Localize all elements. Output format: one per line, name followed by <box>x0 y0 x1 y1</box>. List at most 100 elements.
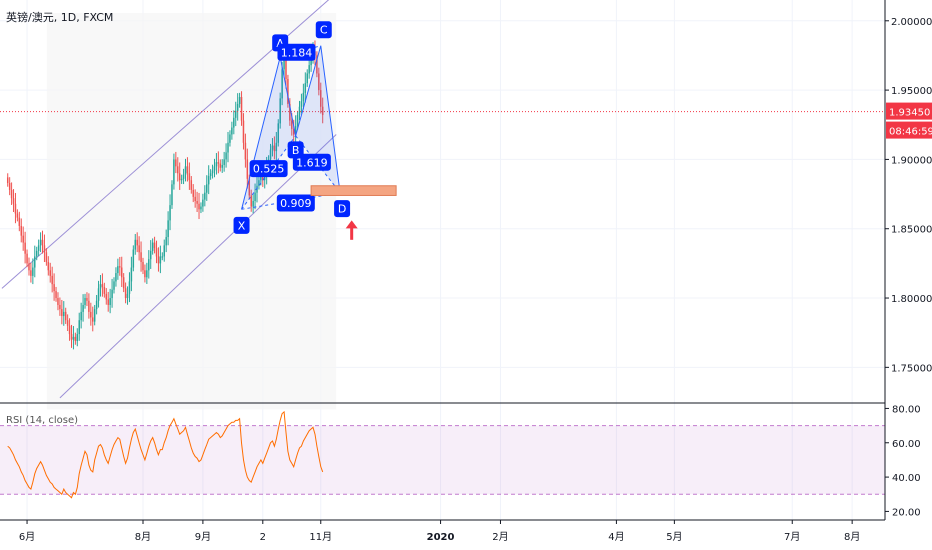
time-tick-label: 7月 <box>784 531 800 543</box>
candle-body <box>196 201 198 204</box>
candle-body <box>26 253 28 264</box>
candle-body <box>47 261 50 271</box>
ratio-xb-label-bg <box>249 160 288 178</box>
rsi-line[interactable] <box>7 410 324 499</box>
symbol-legend[interactable]: 英镑/澳元, 1D, FXCM <box>6 9 113 25</box>
candle-body <box>144 270 146 278</box>
price-tick-label: 2.00000 <box>891 17 932 28</box>
rsi-tick-label: 80.00 <box>892 404 921 415</box>
candle-body <box>138 245 140 253</box>
candle-body <box>304 83 307 93</box>
candle-body <box>318 73 320 91</box>
current-price-label: 1.93450 <box>889 108 930 119</box>
pattern-point-c[interactable]: C <box>315 21 332 39</box>
candle-body <box>132 249 135 268</box>
pattern-point-x[interactable]: X <box>233 216 250 234</box>
candle-body <box>227 142 229 153</box>
candle-body <box>275 142 278 152</box>
candle-body <box>82 304 84 312</box>
harmonic-pattern[interactable]: X A B C D 0.525 1.184 1.619 0.909 <box>233 21 351 234</box>
candles <box>6 40 324 350</box>
candle-body <box>283 56 285 70</box>
candle-body <box>262 176 264 181</box>
channel-lower-line[interactable] <box>59 134 337 399</box>
candle-body <box>140 252 142 262</box>
pattern-point-d[interactable]: D <box>334 200 351 218</box>
ratio-bd-label[interactable]: 1.619 <box>292 153 331 171</box>
candle-body <box>113 281 115 290</box>
rsi-band-fill <box>0 425 885 495</box>
candle-body <box>20 225 23 236</box>
candle-body <box>22 235 24 243</box>
candle-body <box>119 266 121 268</box>
candle-body <box>59 304 61 310</box>
candle-body <box>92 317 94 322</box>
candle-body <box>163 245 165 257</box>
rsi-tick-label: 20.00 <box>892 507 921 518</box>
candle-body <box>120 267 123 278</box>
candle-body <box>41 239 44 246</box>
candle-body <box>287 79 289 104</box>
candle-body <box>70 334 73 340</box>
target-zone-box[interactable] <box>310 185 397 196</box>
candle-body <box>194 196 196 201</box>
candle-body <box>63 311 65 317</box>
candle-body <box>321 106 324 116</box>
candle-body <box>161 256 164 258</box>
candle-body <box>254 192 256 201</box>
candle-body <box>246 159 249 179</box>
rsi-legend[interactable]: RSI (14, close) <box>6 415 78 426</box>
candle-body <box>39 239 42 246</box>
candle-body <box>16 213 19 218</box>
ratio-xd-label[interactable]: 0.909 <box>276 194 315 212</box>
candle-body <box>231 127 233 135</box>
candle-body <box>169 205 171 221</box>
candle-body <box>107 299 109 305</box>
ratio-ac-label[interactable]: 1.184 <box>277 43 316 61</box>
candle-body <box>157 256 160 264</box>
candle-body <box>256 185 258 193</box>
pattern-point-d-bg <box>334 200 351 218</box>
candle-body <box>130 267 133 282</box>
candle-body <box>308 65 310 74</box>
candle-body <box>269 149 272 160</box>
candle-body <box>103 286 106 294</box>
candle-body <box>320 90 322 107</box>
candle-body <box>225 152 227 160</box>
candle-body <box>55 291 57 299</box>
candle-body <box>74 336 77 342</box>
candle-body <box>219 163 222 168</box>
candle-body <box>211 170 214 174</box>
candle-body <box>49 270 51 276</box>
candle-body <box>136 239 138 246</box>
price-tick-label: 1.85000 <box>891 225 932 236</box>
candle-body <box>271 145 274 150</box>
candle-body <box>192 189 194 197</box>
candle-body <box>209 173 212 177</box>
candle-body <box>167 220 169 238</box>
candle-body <box>105 293 108 300</box>
up-arrow-icon[interactable] <box>345 220 358 240</box>
candle-body <box>149 250 152 260</box>
candle-body <box>202 199 204 207</box>
candle-body <box>248 178 251 196</box>
candle-body <box>146 270 148 278</box>
price-axis[interactable]: 2.00000 1.95000 1.90000 1.85000 1.80000 1.750… <box>884 0 932 550</box>
candle-body <box>188 173 191 181</box>
candle-body <box>124 288 127 299</box>
candle-body <box>109 298 111 305</box>
candle-body <box>285 56 287 80</box>
candle-body <box>32 267 34 276</box>
ratio-xb-label[interactable]: 0.525 <box>249 160 288 178</box>
pattern-point-x-bg <box>233 216 250 234</box>
time-axis[interactable]: 6月 8月 9月 2 11月 2020 2月 4月 5月 7月 8月 <box>0 519 885 543</box>
rsi-panel[interactable] <box>0 402 932 499</box>
time-tick-label: 8月 <box>844 531 860 543</box>
price-tick-label: 1.80000 <box>891 294 932 305</box>
candle-body <box>12 198 15 204</box>
candle-body <box>99 284 102 289</box>
ratio-bd-label-text: 1.619 <box>296 156 328 169</box>
candle-body <box>296 115 299 127</box>
candle-body <box>198 203 200 210</box>
